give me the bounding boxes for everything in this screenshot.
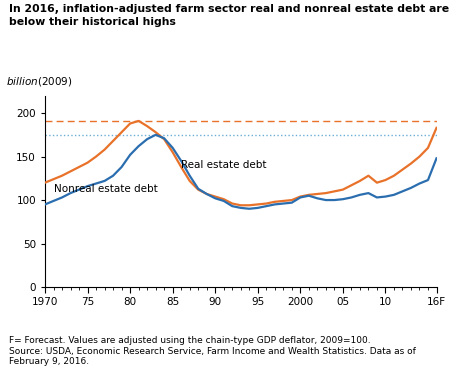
Text: F= Forecast. Values are adjusted using the chain-type GDP deflator, 2009=100.
So: F= Forecast. Values are adjusted using t… (9, 336, 416, 366)
Text: In 2016, inflation-adjusted farm sector real and nonreal estate debt are forecas: In 2016, inflation-adjusted farm sector … (9, 4, 450, 14)
Text: below their historical highs: below their historical highs (9, 17, 176, 26)
Text: Nonreal estate debt: Nonreal estate debt (54, 184, 157, 194)
Text: $ billion (2009 $): $ billion (2009 $) (6, 75, 72, 88)
Text: Real estate debt: Real estate debt (181, 160, 267, 170)
